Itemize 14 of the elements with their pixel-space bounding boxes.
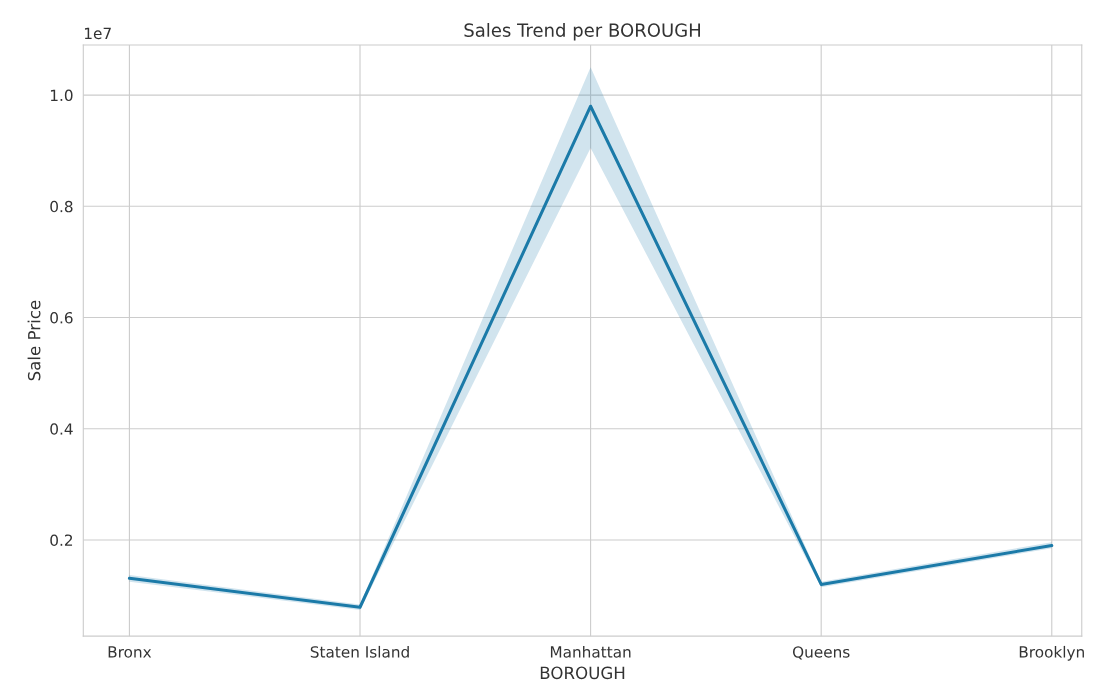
text: 1e7 [84,27,111,40]
x-tick-label: Brooklyn [1019,645,1084,661]
chart-title: Sales Trend per BOROUGH [464,22,700,41]
y-tick-label: 1.0 [50,89,73,102]
x-tick-label: Staten Island [310,645,409,658]
y-tick-label: 0.2 [50,534,73,546]
y-tick-label: 0.6 [50,312,73,324]
y-tick-label: 0.8 [50,200,73,213]
x-tick-label: Manhattan [550,645,631,658]
x-tick-label: Bronx [108,646,152,658]
y-tick-label: 0.4 [50,423,73,435]
y-axis-title: Sale Price [27,300,41,381]
x-axis-title: BOROUGH [540,666,625,680]
x-tick-label: Queens [792,646,850,660]
